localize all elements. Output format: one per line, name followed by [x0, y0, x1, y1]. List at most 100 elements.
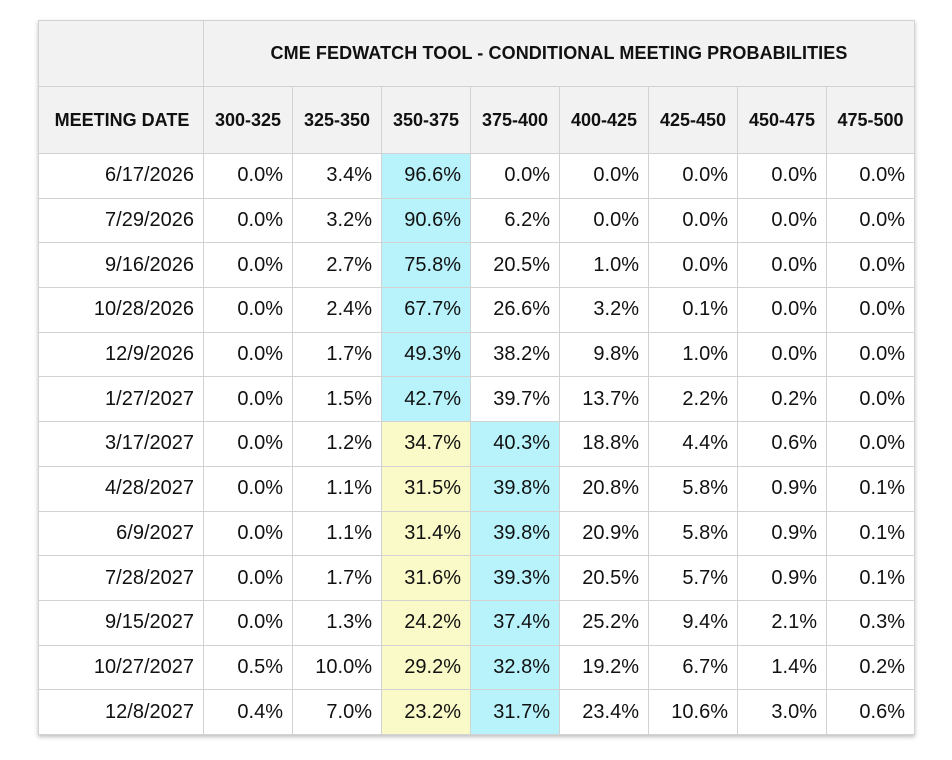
probability-cell: 19.2% — [559, 644, 649, 691]
probability-cell: 20.9% — [559, 510, 649, 557]
probability-cell: 1.1% — [292, 510, 382, 557]
probability-cell: 39.8% — [470, 510, 560, 557]
meeting-date-cell: 7/29/2026 — [38, 197, 204, 244]
probability-cell: 10.0% — [292, 644, 382, 691]
probability-cell: 2.1% — [737, 599, 827, 646]
probability-cell: 1.4% — [737, 644, 827, 691]
meeting-date-cell: 9/15/2027 — [38, 599, 204, 646]
probability-cell: 0.3% — [826, 599, 915, 646]
conditional-meeting-probabilities-table: CME FEDWATCH TOOL - CONDITIONAL MEETING … — [38, 20, 915, 735]
probability-cell: 29.2% — [381, 644, 471, 691]
probability-cell: 49.3% — [381, 331, 471, 378]
table-row: 7/29/2026 0.0% 3.2% 90.6% 6.2% 0.0% 0.0% 0.0% 0.… — [38, 197, 915, 244]
probability-cell: 0.0% — [826, 242, 915, 289]
probability-cell: 40.3% — [470, 421, 560, 467]
meeting-date-cell: 6/17/2026 — [38, 153, 204, 199]
probability-cell: 5.8% — [648, 510, 738, 557]
probability-cell: 0.1% — [826, 555, 915, 601]
probability-cell: 0.0% — [826, 287, 915, 333]
column-header-475-500: 475-500 — [826, 86, 915, 154]
probability-cell: 0.0% — [203, 555, 293, 601]
probability-cell: 0.0% — [737, 242, 827, 289]
probability-cell: 31.7% — [470, 689, 560, 735]
probability-cell: 2.2% — [648, 376, 738, 423]
probability-cell: 0.0% — [203, 465, 293, 512]
probability-cell: 2.7% — [292, 242, 382, 289]
table-row: 1/27/2027 0.0% 1.5% 42.7% 39.7% 13.7% 2.2% 0.2%… — [38, 376, 915, 423]
probability-cell: 23.4% — [559, 689, 649, 735]
table-row: 4/28/2027 0.0% 1.1% 31.5% 39.8% 20.8% 5.8% 0.9%… — [38, 465, 915, 512]
meeting-date-header: MEETING DATE — [38, 86, 204, 154]
table-row: 7/28/2027 0.0% 1.7% 31.6% 39.3% 20.5% 5.7% 0.9%… — [38, 555, 915, 601]
table-row: 9/15/2027 0.0% 1.3% 24.2% 37.4% 25.2% 9.4% 2.1%… — [38, 599, 915, 646]
table-row: 6/9/2027 0.0% 1.1% 31.4% 39.8% 20.9% 5.8% 0.9% 0… — [38, 510, 915, 557]
meeting-date-cell: 1/27/2027 — [38, 376, 204, 423]
probability-cell: 0.2% — [737, 376, 827, 423]
probability-cell: 0.0% — [203, 421, 293, 467]
meeting-date-cell: 3/17/2027 — [38, 421, 204, 467]
probability-cell: 0.0% — [203, 510, 293, 557]
column-header-row: MEETING DATE 300-325 325-350 350-375 375… — [38, 86, 915, 154]
meeting-date-cell: 12/8/2027 — [38, 689, 204, 735]
column-header-425-450: 425-450 — [648, 86, 738, 154]
probability-cell: 5.8% — [648, 465, 738, 512]
probability-cell: 23.2% — [381, 689, 471, 735]
table-row: 9/16/2026 0.0% 2.7% 75.8% 20.5% 1.0% 0.0% 0.0% 0… — [38, 242, 915, 289]
meeting-date-cell: 4/28/2027 — [38, 465, 204, 512]
probability-cell: 1.3% — [292, 599, 382, 646]
column-header-325-350: 325-350 — [292, 86, 382, 154]
probability-cell: 96.6% — [381, 153, 471, 199]
probability-cell: 31.5% — [381, 465, 471, 512]
probability-cell: 13.7% — [559, 376, 649, 423]
column-header-375-400: 375-400 — [470, 86, 560, 154]
probability-cell: 1.7% — [292, 555, 382, 601]
probability-cell: 10.6% — [648, 689, 738, 735]
probability-cell: 9.8% — [559, 331, 649, 378]
probability-cell: 20.5% — [470, 242, 560, 289]
probability-cell: 0.0% — [826, 421, 915, 467]
table-row: 12/8/2027 0.4% 7.0% 23.2% 31.7% 23.4% 10.6% 3.0… — [38, 689, 915, 735]
probability-cell: 0.0% — [737, 197, 827, 244]
probability-cell: 6.2% — [470, 197, 560, 244]
probability-cell: 0.1% — [648, 287, 738, 333]
probability-cell: 26.6% — [470, 287, 560, 333]
probability-cell: 5.7% — [648, 555, 738, 601]
probability-cell: 31.4% — [381, 510, 471, 557]
probability-cell: 0.0% — [203, 331, 293, 378]
probability-cell: 1.5% — [292, 376, 382, 423]
column-header-400-425: 400-425 — [559, 86, 649, 154]
probability-cell: 3.2% — [559, 287, 649, 333]
probability-cell: 1.0% — [648, 331, 738, 378]
table-row: 6/17/2026 0.0% 3.4% 96.6% 0.0% 0.0% 0.0% 0.0% 0.… — [38, 153, 915, 199]
probability-cell: 75.8% — [381, 242, 471, 289]
probability-cell: 7.0% — [292, 689, 382, 735]
probability-cell: 0.0% — [737, 331, 827, 378]
probability-cell: 0.5% — [203, 644, 293, 691]
probability-cell: 0.0% — [826, 331, 915, 378]
table-row: 12/9/2026 0.0% 1.7% 49.3% 38.2% 9.8% 1.0% 0.0% 0… — [38, 331, 915, 378]
probability-cell: 3.0% — [737, 689, 827, 735]
probability-cell: 20.5% — [559, 555, 649, 601]
probability-cell: 1.2% — [292, 421, 382, 467]
probability-cell: 0.0% — [737, 287, 827, 333]
probability-cell: 42.7% — [381, 376, 471, 423]
probability-cell: 4.4% — [648, 421, 738, 467]
probability-cell: 0.0% — [470, 153, 560, 199]
probability-cell: 0.6% — [826, 689, 915, 735]
meeting-date-cell: 12/9/2026 — [38, 331, 204, 378]
probability-cell: 0.0% — [648, 242, 738, 289]
probability-cell: 0.9% — [737, 465, 827, 512]
title-row: CME FEDWATCH TOOL - CONDITIONAL MEETING … — [38, 20, 915, 87]
probability-cell: 24.2% — [381, 599, 471, 646]
title-corner-cell — [38, 20, 204, 87]
column-header-300-325: 300-325 — [203, 86, 293, 154]
probability-cell: 0.0% — [203, 153, 293, 199]
probability-cell: 0.0% — [737, 153, 827, 199]
meeting-date-cell: 10/28/2026 — [38, 287, 204, 333]
probability-cell: 34.7% — [381, 421, 471, 467]
probability-cell: 0.0% — [203, 376, 293, 423]
table-row: 3/17/2027 0.0% 1.2% 34.7% 40.3% 18.8% 4.4% 0.6%… — [38, 421, 915, 467]
table-row: 10/28/2026 0.0% 2.4% 67.7% 26.6% 3.2% 0.1% 0.0%… — [38, 287, 915, 333]
probability-cell: 67.7% — [381, 287, 471, 333]
probability-cell: 39.7% — [470, 376, 560, 423]
